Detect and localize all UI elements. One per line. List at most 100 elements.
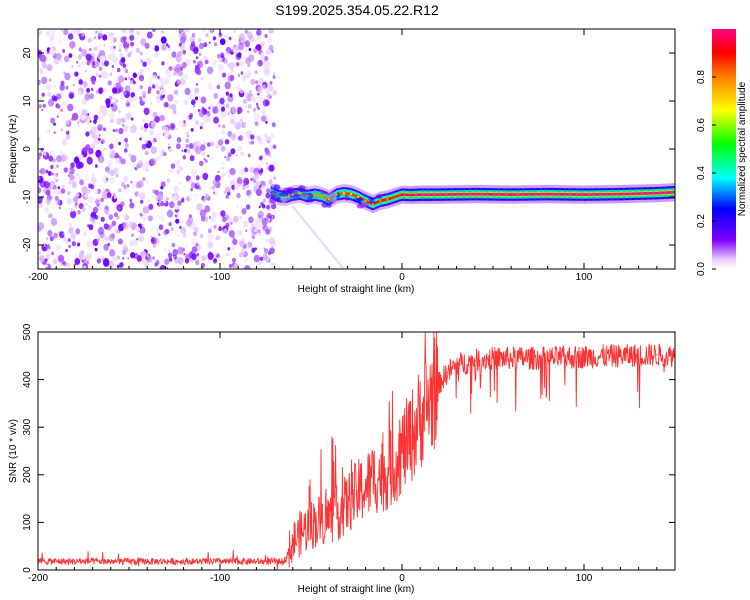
- noise-speckle: [46, 30, 51, 36]
- noise-speckle: [257, 85, 264, 94]
- noise-speckle: [98, 44, 102, 49]
- noise-speckle: [194, 226, 199, 233]
- noise-speckle: [185, 131, 189, 136]
- noise-speckle: [253, 111, 256, 115]
- noise-speckle: [113, 212, 118, 218]
- snr-point: [110, 560, 112, 563]
- track-core: [638, 192, 640, 195]
- noise-speckle: [160, 264, 166, 269]
- snr-point: [656, 354, 658, 356]
- noise-speckle: [139, 51, 143, 56]
- noise-speckle: [231, 246, 235, 251]
- track-core: [532, 193, 534, 196]
- noise-speckle: [106, 159, 113, 167]
- noise-speckle: [191, 253, 197, 260]
- noise-speckle: [77, 54, 83, 60]
- noise-speckle: [163, 126, 169, 134]
- noise-speckle: [220, 145, 226, 152]
- noise-speckle: [56, 186, 63, 195]
- noise-speckle: [139, 226, 146, 235]
- noise-speckle: [68, 222, 73, 228]
- track-core: [363, 198, 365, 202]
- noise-speckle: [250, 178, 253, 181]
- noise-speckle: [116, 117, 122, 125]
- track-core: [467, 192, 469, 196]
- track-core: [578, 193, 580, 196]
- noise-speckle: [203, 157, 206, 161]
- noise-speckle: [68, 174, 71, 177]
- track-core: [385, 198, 387, 202]
- noise-speckle: [88, 147, 94, 155]
- noise-speckle: [217, 170, 220, 174]
- noise-speckle: [154, 115, 160, 123]
- noise-speckle: [220, 106, 226, 112]
- noise-speckle: [41, 62, 48, 69]
- noise-speckle: [112, 56, 119, 64]
- noise-speckle: [57, 254, 65, 263]
- track-core: [540, 192, 542, 196]
- noise-speckle: [224, 139, 230, 145]
- noise-speckle: [59, 58, 63, 62]
- noise-speckle: [193, 47, 199, 55]
- noise-speckle: [109, 249, 116, 257]
- noise-speckle: [89, 120, 92, 123]
- track-core: [396, 195, 398, 198]
- noise-speckle: [243, 47, 248, 52]
- noise-speckle: [49, 47, 55, 55]
- noise-speckle: [133, 95, 138, 101]
- track-core: [366, 200, 368, 203]
- noise-speckle: [53, 131, 56, 134]
- track-core: [470, 192, 472, 196]
- noise-speckle: [88, 116, 92, 121]
- noise-speckle: [225, 252, 229, 257]
- noise-speckle: [129, 202, 135, 209]
- track-point: [342, 192, 345, 195]
- noise-speckle: [51, 251, 55, 256]
- noise-speckle: [38, 138, 41, 144]
- noise-speckle: [62, 261, 67, 267]
- noise-speckle: [207, 228, 212, 234]
- bottom-x-axis-label: Height of straight line (km): [298, 584, 415, 595]
- track-core: [483, 192, 485, 196]
- noise-speckle: [269, 145, 273, 151]
- noise-speckle: [94, 188, 99, 194]
- noise-speckle: [127, 257, 130, 260]
- noise-speckle: [243, 177, 250, 186]
- noise-speckle: [215, 226, 219, 231]
- noise-speckle: [60, 188, 66, 194]
- noise-speckle: [47, 171, 52, 176]
- y-tick-label: 400: [22, 371, 33, 388]
- track-core: [663, 191, 665, 195]
- snr-point: [410, 436, 412, 438]
- noise-speckle: [190, 188, 193, 192]
- track-core: [402, 193, 404, 196]
- noise-speckle: [253, 113, 260, 121]
- track-core: [449, 193, 451, 196]
- track-core: [426, 193, 428, 196]
- noise-speckle: [150, 235, 153, 239]
- track-core: [645, 192, 647, 195]
- noise-speckle: [48, 213, 53, 219]
- track-core: [643, 192, 646, 195]
- noise-speckle: [88, 47, 92, 52]
- track-core: [460, 193, 462, 196]
- noise-speckle: [50, 29, 56, 35]
- noise-speckle: [193, 141, 196, 145]
- track-core: [607, 192, 610, 196]
- track-core: [481, 192, 483, 196]
- noise-speckle: [94, 164, 98, 168]
- track-core: [639, 192, 641, 195]
- noise-speckle: [130, 252, 136, 259]
- noise-speckle: [228, 217, 233, 224]
- noise-speckle: [268, 164, 275, 172]
- noise-speckle: [204, 205, 211, 213]
- track-blob: [376, 194, 383, 199]
- noise-speckle: [251, 247, 256, 253]
- noise-speckle: [264, 87, 271, 95]
- noise-speckle: [115, 99, 119, 103]
- track-core: [482, 192, 484, 196]
- noise-speckle: [152, 111, 158, 118]
- noise-speckle: [217, 235, 222, 241]
- noise-speckle: [208, 41, 211, 44]
